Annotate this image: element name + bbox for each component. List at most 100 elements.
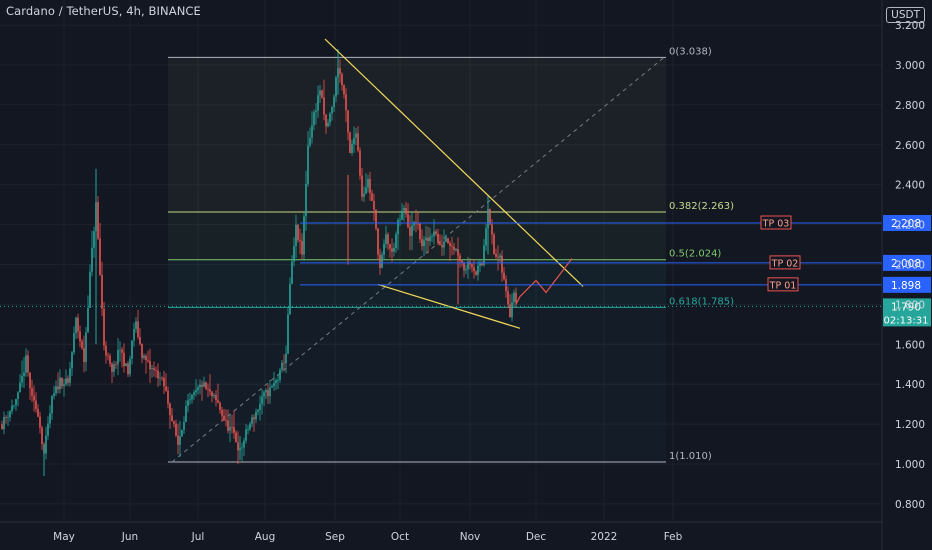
y-tick-label: 1.600	[895, 339, 925, 351]
candle-body	[219, 402, 221, 410]
candle-body	[473, 267, 475, 272]
candle-body	[35, 400, 37, 409]
candle-body	[107, 355, 109, 357]
candle-body	[15, 398, 17, 406]
candle-body	[103, 308, 105, 346]
target-price-text: 1.898	[891, 280, 921, 292]
chart-title: Cardano / TetherUS, 4h, BINANCE	[6, 4, 201, 18]
candle-body	[113, 364, 115, 372]
candle-body	[255, 411, 257, 420]
candle-body	[203, 382, 205, 387]
candle-body	[349, 132, 351, 153]
bar-countdown-text: 02:13:31	[884, 315, 929, 326]
candle-body	[249, 423, 251, 430]
candle-body	[199, 384, 201, 388]
candle-body	[383, 243, 385, 255]
candle-body	[511, 302, 513, 318]
candle-body	[361, 175, 363, 197]
candle-body	[105, 345, 107, 356]
candle-body	[423, 240, 425, 247]
candle-body	[433, 231, 435, 237]
fib-zone	[168, 212, 666, 260]
candle-body	[385, 234, 387, 244]
candle-body	[299, 240, 301, 241]
candle-body	[111, 363, 113, 372]
candle-body	[459, 255, 461, 261]
candle-body	[317, 95, 319, 111]
candle-body	[325, 114, 327, 127]
candle-body	[355, 133, 357, 138]
candle-body	[55, 386, 57, 394]
candle-body	[503, 272, 505, 280]
candle-body	[157, 370, 159, 379]
candle-body	[41, 427, 43, 444]
candle-body	[231, 426, 233, 428]
candle-body	[163, 377, 165, 387]
candle-body	[443, 241, 445, 248]
candle-body	[45, 435, 47, 454]
candle-body	[375, 209, 377, 229]
target-price-badge	[883, 276, 931, 293]
y-tick-label: 3.000	[895, 60, 925, 72]
target-label: TP 03	[762, 219, 790, 230]
x-tick-label: Oct	[391, 531, 409, 543]
candle-body	[453, 246, 455, 251]
x-tick-label: Dec	[526, 531, 547, 543]
candle-body	[491, 224, 493, 235]
candle-body	[97, 202, 99, 239]
candle-body	[237, 442, 239, 451]
candle-body	[291, 261, 293, 284]
y-tick-label: 2.800	[895, 100, 925, 112]
candle-body	[405, 207, 407, 214]
candle-body	[271, 386, 273, 388]
candle-body	[181, 429, 183, 437]
candle-body	[39, 416, 41, 428]
candle-body	[281, 362, 283, 370]
candle-body	[391, 248, 393, 252]
y-tick-label: 1.000	[895, 459, 925, 471]
candle-body	[9, 411, 11, 418]
currency-badge[interactable]: USDT	[886, 7, 925, 23]
candle-body	[85, 332, 87, 363]
candle-body	[445, 238, 447, 242]
candle-body	[377, 228, 379, 255]
candle-body	[79, 331, 81, 342]
candle-body	[71, 352, 73, 369]
candle-body	[477, 265, 479, 275]
candle-body	[145, 355, 147, 361]
x-tick-label: 2022	[591, 531, 618, 543]
candle-body	[339, 68, 341, 74]
candle-body	[257, 409, 259, 412]
candle-body	[247, 429, 249, 430]
candle-body	[215, 395, 217, 401]
y-tick-label: 2.000	[895, 260, 925, 272]
candle-body	[283, 362, 285, 364]
candle-body	[159, 377, 161, 379]
candle-body	[427, 237, 429, 242]
candle-body	[471, 264, 473, 268]
candle-body	[393, 248, 395, 252]
candle-body	[379, 254, 381, 268]
candle-body	[389, 244, 391, 249]
candle-body	[293, 246, 295, 262]
candle-body	[307, 145, 309, 184]
x-tick-label: Jul	[191, 531, 205, 543]
candle-body	[301, 240, 303, 255]
candle-body	[261, 396, 263, 404]
candle-body	[133, 329, 135, 341]
candle-body	[101, 274, 103, 309]
candle-body	[223, 415, 225, 421]
candle-body	[109, 355, 111, 364]
candle-body	[65, 378, 67, 385]
candle-body	[3, 417, 5, 430]
candle-body	[217, 400, 219, 403]
candle-body	[61, 377, 63, 387]
candle-body	[221, 409, 223, 416]
y-tick-label: 3.200	[895, 20, 925, 32]
candle-body	[125, 363, 127, 367]
candle-body	[321, 90, 323, 98]
candle-body	[449, 243, 451, 246]
candle-body	[251, 417, 253, 424]
